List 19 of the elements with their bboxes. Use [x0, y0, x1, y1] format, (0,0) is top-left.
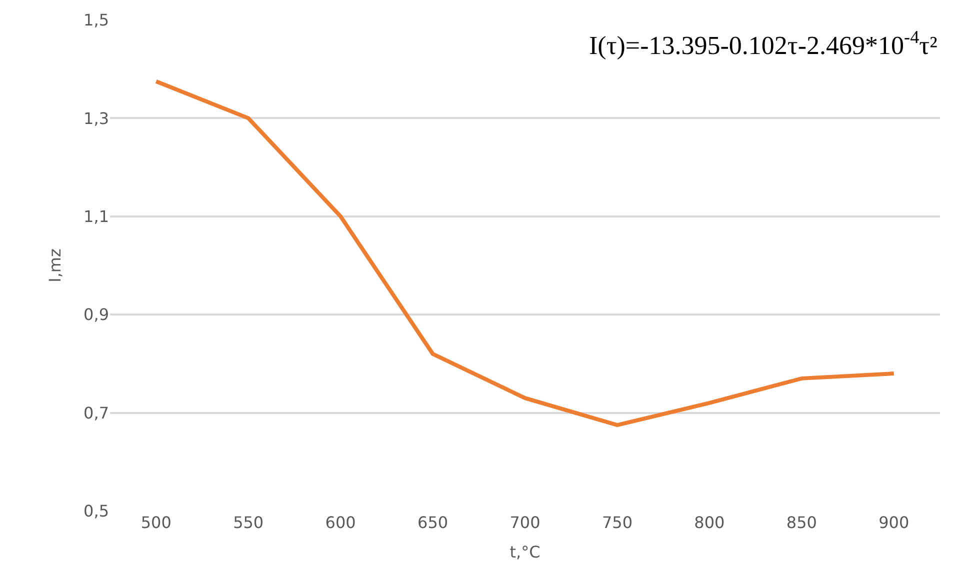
x-tick-label: 650 [418, 513, 448, 532]
x-tick-label: 700 [510, 513, 540, 532]
y-tick-label: 0,5 [84, 502, 109, 521]
x-axis-title: t,°C [510, 542, 540, 562]
x-tick-label: 900 [878, 513, 910, 532]
y-tick-label: 1,5 [84, 10, 109, 30]
x-tick-label: 750 [602, 513, 632, 532]
x-tick-label: 550 [233, 513, 264, 532]
y-tick-label: 0,7 [84, 403, 109, 422]
y-tick-label: 0,9 [84, 305, 109, 324]
y-tick-label: 1,3 [84, 108, 109, 128]
x-tick-label: 600 [325, 513, 356, 532]
line-series [154, 79, 896, 428]
y-axis-title: I,mz [45, 248, 64, 282]
x-tick-label: 500 [140, 513, 172, 532]
y-tick-label: 1,1 [84, 207, 109, 226]
x-tick-label: 800 [694, 513, 725, 532]
x-tick-label: 850 [786, 513, 817, 532]
annotation: I(τ)=-13.395-0.102τ-2.469*10$^{-4}$τ² [589, 27, 938, 60]
